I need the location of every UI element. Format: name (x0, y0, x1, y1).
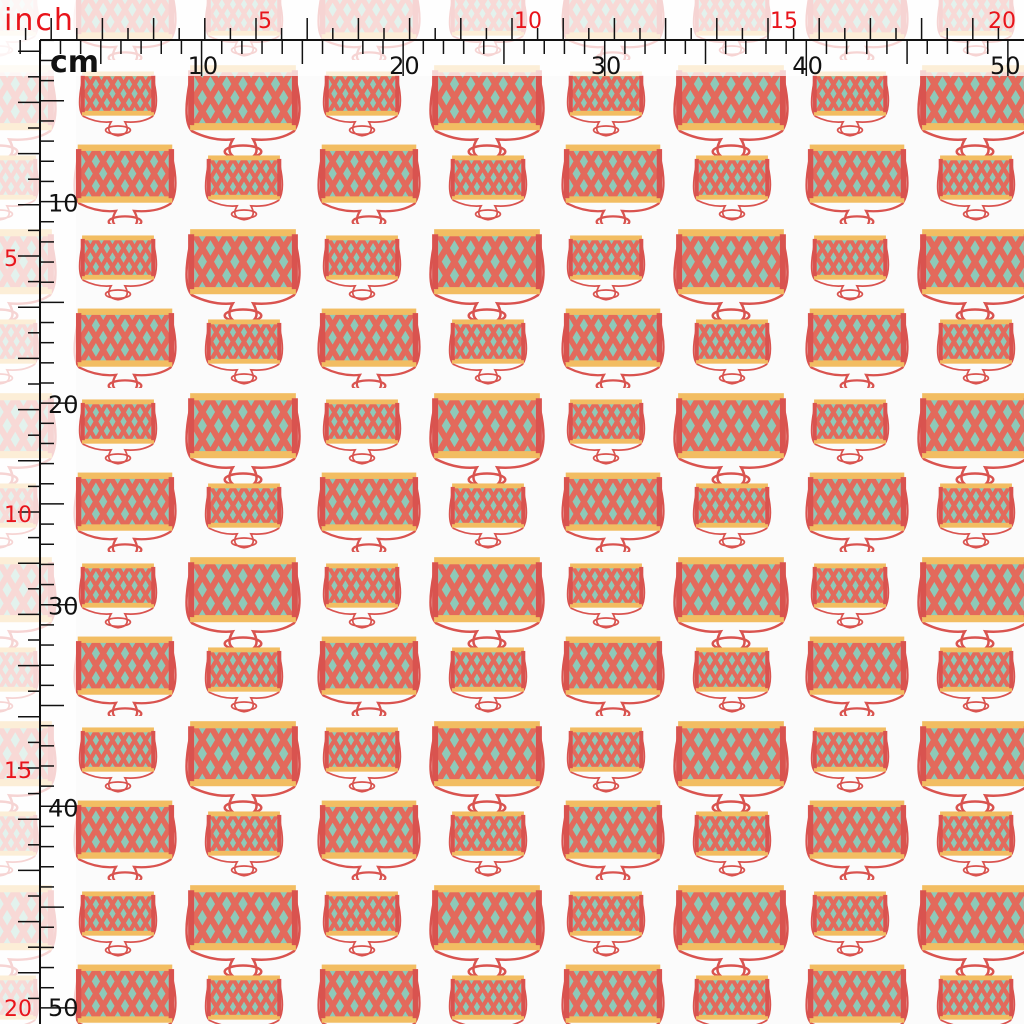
inch-label: 15 (770, 9, 798, 34)
inch-label: 5 (258, 9, 272, 34)
cm-label: 20 (389, 52, 420, 80)
inch-unit-label: inch (4, 3, 75, 38)
inch-label: 5 (4, 247, 18, 272)
inch-label: 15 (4, 759, 32, 784)
cm-label: 20 (48, 391, 79, 419)
cm-label: 40 (48, 794, 79, 822)
cm-label: 30 (48, 593, 79, 621)
inch-label: 10 (514, 9, 542, 34)
inch-label: 20 (988, 9, 1016, 34)
cm-label: 10 (188, 52, 219, 80)
cm-label: 10 (48, 190, 79, 218)
inch-label: 10 (4, 503, 32, 528)
ruler-ticks (18, 18, 1009, 1009)
cm-unit-label: cm (50, 45, 99, 80)
cm-label: 50 (990, 52, 1021, 80)
cm-label: 40 (792, 52, 823, 80)
cm-label: 30 (591, 52, 622, 80)
cm-label: 50 (48, 994, 79, 1022)
inch-label: 20 (4, 997, 32, 1022)
